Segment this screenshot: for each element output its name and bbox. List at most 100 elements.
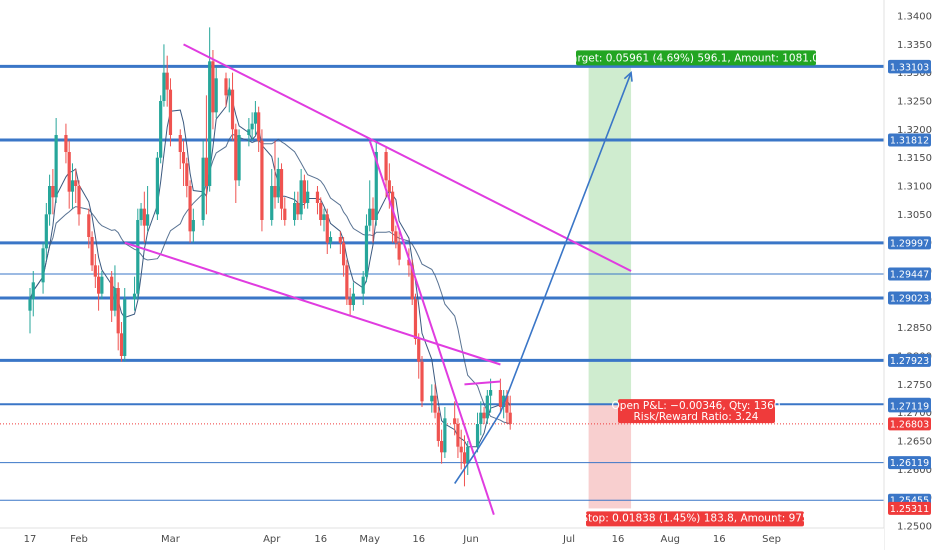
candle-body <box>394 231 398 243</box>
candle-body <box>139 208 143 220</box>
candle-body <box>178 135 182 152</box>
candle <box>361 271 365 305</box>
candle <box>234 123 238 203</box>
candle-body <box>345 265 349 300</box>
y-tick-label: 1.27500 <box>897 380 932 391</box>
candle-body <box>374 152 378 220</box>
price-badge-label: 1.26119 <box>890 458 929 469</box>
candle <box>270 169 274 226</box>
candle-body <box>214 78 218 113</box>
candle <box>237 129 241 186</box>
candle-body <box>338 237 342 243</box>
price-badge: 1.29997 <box>888 236 931 250</box>
price-badge-label: 1.25311 <box>890 504 929 515</box>
candle-body <box>302 180 306 203</box>
candle-body <box>436 412 440 441</box>
candle-body <box>293 203 297 220</box>
price-axis: 1.34000 1.33500 1.33000 1.32500 1.32000 1.315… <box>883 0 932 550</box>
candle-body <box>90 237 94 266</box>
pnl-box-bg <box>618 399 775 424</box>
candle <box>325 208 329 254</box>
candle-body <box>361 276 365 294</box>
candle <box>430 384 434 413</box>
y-tick-label: 1.25000 <box>897 522 932 533</box>
candle-body <box>159 101 163 158</box>
candle <box>374 140 378 226</box>
candle-body <box>247 129 251 135</box>
candle <box>453 401 457 436</box>
candle <box>462 435 467 487</box>
candle-body <box>279 169 284 209</box>
pnl-box: Open P&L: −0.00346, Qty: 1360Risk/Reward… <box>612 399 780 424</box>
candle-body <box>299 180 303 215</box>
y-tick-label: 1.31000 <box>897 182 932 193</box>
x-tick-label: Aug <box>661 534 681 545</box>
candle <box>273 140 277 209</box>
candle <box>227 78 231 113</box>
candle <box>322 208 326 232</box>
candle-body <box>97 276 101 294</box>
candle <box>485 390 489 424</box>
candle-body <box>270 186 274 220</box>
candle <box>315 186 320 215</box>
candle-body <box>165 72 169 90</box>
price-badge-label: 1.33103 <box>890 62 929 73</box>
candle <box>407 248 411 277</box>
y-tick-label: 1.30500 <box>897 210 932 221</box>
y-tick-label: 1.32000 <box>897 125 932 136</box>
candle-body <box>113 288 117 311</box>
price-badge-label: 1.31812 <box>890 135 929 146</box>
candle <box>201 140 205 226</box>
candle <box>214 67 218 118</box>
candle <box>28 288 32 334</box>
candle <box>436 407 440 447</box>
candle-body <box>508 412 512 424</box>
y-tick-label: 1.26500 <box>897 437 932 448</box>
candle <box>113 265 117 317</box>
candle-body <box>260 140 264 220</box>
candle-body <box>48 186 52 215</box>
candle-body <box>387 180 391 192</box>
candle <box>250 112 254 141</box>
candle-body <box>136 220 140 294</box>
candle-body <box>502 395 506 407</box>
candle <box>48 174 52 226</box>
candle-body <box>489 390 493 396</box>
x-tick-label: Apr <box>263 534 281 545</box>
price-badge-bg <box>888 60 931 74</box>
price-badge: 1.26119 <box>888 456 931 470</box>
candle-body <box>110 276 114 311</box>
candle-body <box>28 299 32 311</box>
candle <box>417 333 421 379</box>
candle-body <box>31 282 35 300</box>
candle-body <box>462 452 467 464</box>
x-tick-label: Jun <box>462 534 479 545</box>
candle-body <box>407 259 411 266</box>
candle-body <box>74 180 78 186</box>
moving-average-slow <box>29 133 511 425</box>
candle-body <box>70 180 75 192</box>
candle <box>211 50 215 130</box>
candle-body <box>41 248 45 283</box>
candle-body <box>77 186 81 215</box>
candle <box>345 259 349 305</box>
target-zone <box>588 66 632 405</box>
candle-body <box>204 157 208 186</box>
candle-body <box>319 203 323 220</box>
candle-body <box>459 446 463 453</box>
candle <box>466 441 470 475</box>
candle-body <box>498 390 502 407</box>
candle-body <box>208 61 212 187</box>
candle <box>64 123 68 164</box>
x-tick-label: 16 <box>412 534 425 545</box>
x-tick-label: 16 <box>314 534 327 545</box>
candle-body <box>306 191 310 203</box>
price-badge: 1.27119 <box>888 399 931 413</box>
candle <box>394 225 398 249</box>
candle <box>191 208 195 243</box>
candle <box>489 378 493 413</box>
candle <box>371 197 375 243</box>
candle-body <box>227 89 231 96</box>
candle-body <box>51 186 55 198</box>
candle-body <box>322 214 326 220</box>
